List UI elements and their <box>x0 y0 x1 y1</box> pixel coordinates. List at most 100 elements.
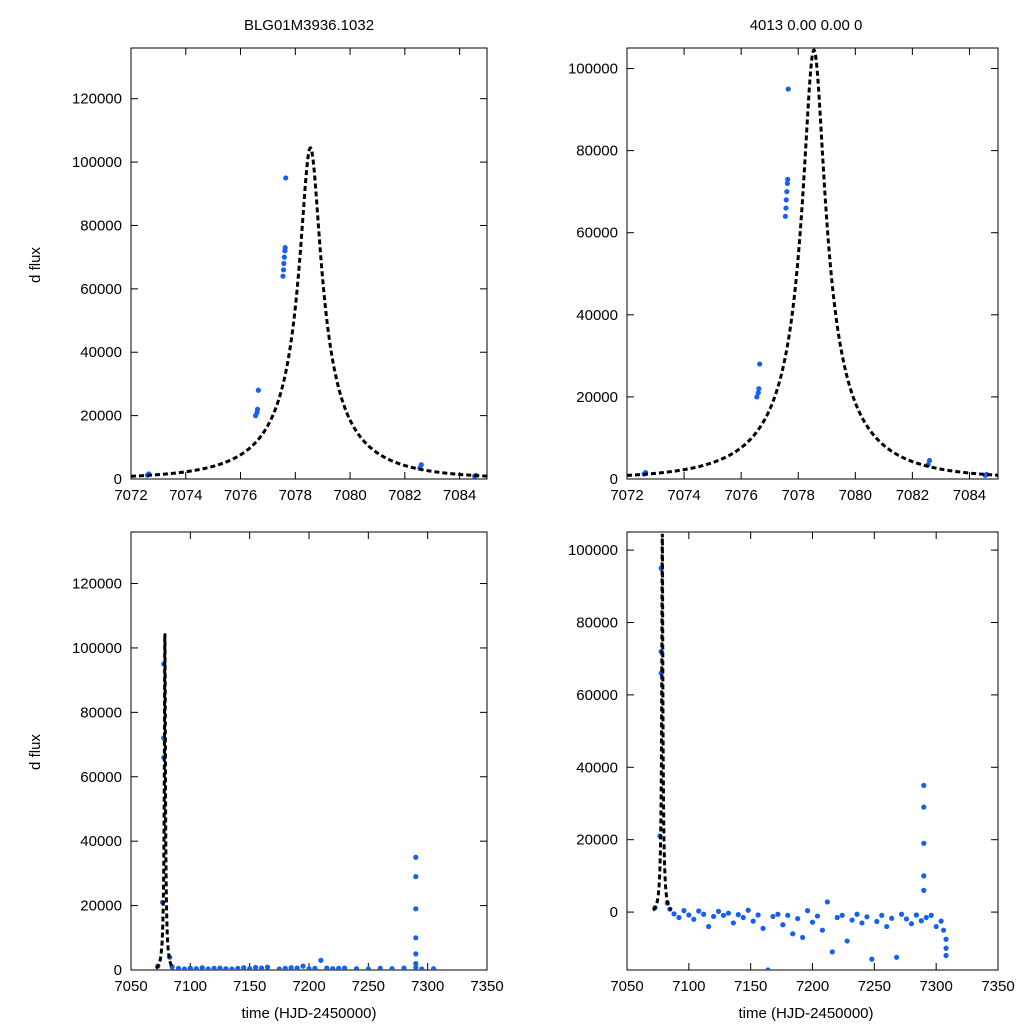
top-right-ytick-label: 20000 <box>576 389 618 406</box>
bottom-right-data-point <box>676 914 682 921</box>
bottom-right-data-point <box>760 925 766 931</box>
bottom-right-data-point <box>795 915 801 922</box>
top-left-ytick-label: 60000 <box>80 281 122 298</box>
bottom-left-data-point <box>253 964 259 970</box>
bottom-right-ytick-label: 20000 <box>576 832 618 849</box>
bottom-right-data-point <box>921 782 927 788</box>
bottom-left-ytick-label: 40000 <box>80 833 122 850</box>
bottom-left-data-point <box>264 964 271 970</box>
top-right-xtick-label: 7080 <box>839 487 872 504</box>
bottom-right-data-point <box>921 804 927 810</box>
bottom-left-data-point <box>413 960 419 967</box>
bottom-left-data-point <box>336 965 342 970</box>
top-right-data-point <box>784 180 790 187</box>
top-left-xtick-label: 7076 <box>224 487 257 504</box>
bottom-right-xtick-label: 7350 <box>981 978 1014 995</box>
bottom-left-data-point <box>294 965 300 970</box>
bottom-right-data-point <box>933 923 939 930</box>
bottom-left-data-point <box>377 965 383 970</box>
bottom-left-data-point <box>223 966 229 970</box>
bottom-left-data-point <box>247 966 253 970</box>
top-right-data-point <box>785 176 791 182</box>
top-left-ytick-label: 0 <box>114 471 122 488</box>
bottom-left-data-point <box>241 965 247 970</box>
bottom-right-data-point <box>686 912 692 918</box>
bottom-right-data-point <box>745 907 751 913</box>
top-left-frame <box>130 47 488 480</box>
bottom-left-data-point <box>229 966 235 970</box>
top-left-panel: 7072 7074 7076 7078 7080 7082 7084 0 20000 40000 6… <box>72 47 488 504</box>
bottom-right-data-point <box>804 908 811 914</box>
top-right-data-point <box>755 390 761 396</box>
top-left-data-point <box>281 260 287 267</box>
bottom-right-data-point <box>913 912 919 918</box>
bottom-right-data-point <box>770 913 776 920</box>
bottom-right-data-point <box>869 956 875 962</box>
bottom-right-data-point <box>903 916 910 922</box>
bottom-right-xtick-label: 7200 <box>796 978 829 995</box>
top-right-xtick-label: 7076 <box>724 487 757 504</box>
bottom-left-data-point <box>431 966 437 970</box>
bottom-right-data-point <box>706 923 712 930</box>
right-panel-title: 4013 0.00 0.00 0 <box>750 17 863 34</box>
bottom-right-data-point <box>844 938 850 944</box>
bottom-right-data-point <box>898 911 905 917</box>
top-left-xtick-label: 7074 <box>169 487 202 504</box>
bottom-right-xtick-label: 7050 <box>610 978 643 995</box>
bottom-right-ytick-label: 80000 <box>576 614 618 631</box>
bottom-left-xtick-label: 7050 <box>114 978 147 995</box>
bottom-right-data-point <box>859 920 865 926</box>
bottom-left-y-axis-label: d flux <box>27 734 44 770</box>
bottom-right-xtick-label: 7100 <box>672 978 705 995</box>
bottom-left-data-point <box>318 957 324 963</box>
bottom-left-data-point <box>413 906 419 912</box>
top-left-ytick-label: 100000 <box>72 154 122 171</box>
top-right-data-point <box>756 386 762 392</box>
top-right-ytick-label: 100000 <box>568 61 618 78</box>
bottom-right-data-point <box>908 921 915 927</box>
top-left-xtick-label: 7078 <box>279 487 312 504</box>
top-right-xtick-label: 7084 <box>953 487 986 504</box>
bottom-left-data-point <box>353 966 360 970</box>
top-left-ytick-label: 120000 <box>72 91 122 108</box>
bottom-right-data-point <box>824 899 830 905</box>
bottom-left-data-point <box>258 965 265 970</box>
bottom-left-data-point <box>205 966 211 970</box>
bottom-right-data-point <box>765 967 771 970</box>
top-right-frame <box>626 47 999 480</box>
bottom-left-data-point <box>235 965 241 970</box>
bottom-right-data-point <box>874 918 880 925</box>
bottom-right-frame <box>626 531 999 971</box>
bottom-right-data-point <box>725 910 732 916</box>
top-right-ytick-label: 80000 <box>576 143 618 160</box>
top-right-data-point <box>757 361 763 367</box>
bottom-left-data-point <box>330 966 336 970</box>
top-right-data-point <box>926 457 933 464</box>
bottom-right-data-point <box>696 908 702 914</box>
bottom-left-data-point <box>401 965 407 970</box>
bottom-left-data-point <box>187 965 193 970</box>
top-left-ytick-label: 20000 <box>80 408 122 425</box>
top-left-xtick-label: 7072 <box>114 487 147 504</box>
bottom-left-xtick-label: 7150 <box>233 978 266 995</box>
bottom-left-data-point <box>276 966 282 970</box>
bottom-right-x-axis-label: time (HJD-2450000) <box>738 1005 873 1022</box>
bottom-right-data-point <box>829 949 835 955</box>
top-left-xtick-label: 7080 <box>333 487 366 504</box>
bottom-left-ytick-label: 80000 <box>80 704 122 721</box>
top-left-xtick-label: 7082 <box>388 487 421 504</box>
bottom-right-data-point <box>864 914 870 920</box>
bottom-right-data-point <box>785 912 791 918</box>
bottom-left-xtick-label: 7350 <box>470 978 503 995</box>
bottom-right-data-point <box>800 934 806 941</box>
top-left-ytick-label: 80000 <box>80 217 122 234</box>
bottom-left-data-point <box>413 874 419 880</box>
top-left-ytick-label: 40000 <box>80 344 122 361</box>
top-left-data-point <box>283 175 289 181</box>
bottom-left-data-point <box>300 963 306 969</box>
bottom-left-data-point <box>389 966 395 970</box>
bottom-right-xtick-label: 7250 <box>858 978 891 995</box>
bottom-right-data-point <box>681 908 687 914</box>
bottom-right-data-point <box>943 945 949 951</box>
